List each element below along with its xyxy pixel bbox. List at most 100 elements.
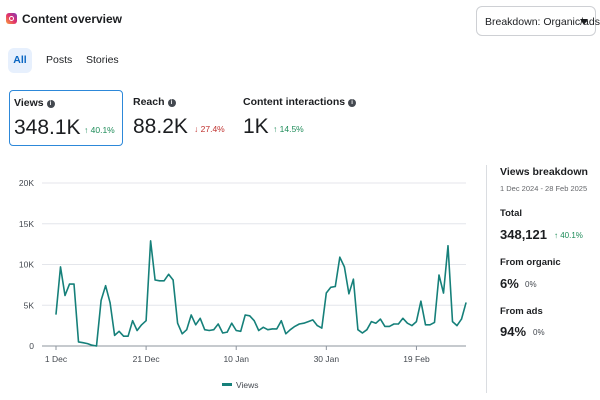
data-point	[181, 333, 183, 335]
info-icon[interactable]: i	[348, 99, 357, 107]
data-point	[303, 322, 305, 324]
data-point	[118, 330, 120, 332]
data-point	[141, 324, 143, 326]
data-point	[199, 317, 201, 319]
data-point	[298, 323, 300, 325]
data-point	[348, 293, 350, 295]
header: Content overview Breakdown: Organic/ads	[0, 0, 600, 42]
data-point	[154, 279, 156, 281]
data-point	[361, 332, 363, 334]
metric-value: 348.1K	[14, 116, 81, 139]
breakdown-dropdown[interactable]: Breakdown: Organic/ads	[476, 6, 600, 36]
metric-change: ↓ 27.4%	[194, 124, 225, 134]
tab-stories[interactable]: Stories	[86, 54, 119, 66]
x-tick-label: 19 Feb	[403, 354, 430, 364]
data-point	[357, 329, 359, 331]
data-point	[113, 334, 116, 337]
data-point	[429, 324, 431, 326]
data-point	[267, 329, 269, 331]
data-point	[451, 320, 454, 323]
tab-all[interactable]: All	[8, 48, 32, 73]
data-point	[424, 324, 427, 326]
data-point	[86, 342, 89, 345]
chart-legend[interactable]: Views	[222, 380, 259, 390]
data-point	[280, 320, 282, 322]
y-tick-label: 0	[29, 341, 34, 351]
organic-change: 0%	[525, 280, 537, 289]
data-point	[384, 325, 386, 328]
data-point	[136, 329, 138, 332]
chevron-down-icon	[580, 19, 588, 25]
data-point	[289, 329, 291, 331]
data-point	[456, 325, 458, 327]
data-point	[420, 300, 422, 302]
data-point	[82, 342, 84, 344]
metric-card-reach[interactable]: Reach i 88.2K ↓ 27.4%	[129, 90, 239, 146]
data-point	[59, 266, 62, 268]
legend-label: Views	[236, 380, 259, 390]
data-point	[447, 245, 449, 247]
data-point	[411, 325, 413, 327]
views-series-line	[55, 240, 467, 347]
data-point	[249, 315, 251, 317]
x-tick-label: 1 Dec	[45, 354, 68, 364]
y-tick-label: 15K	[19, 219, 34, 229]
metric-value: 88.2K	[133, 115, 188, 138]
metric-change-value: 27.4%	[200, 124, 225, 134]
data-point	[190, 314, 192, 316]
data-point	[186, 329, 188, 331]
ads-value: 94%	[500, 324, 527, 339]
metric-change-value: 40.1%	[90, 125, 115, 135]
data-point	[258, 329, 260, 332]
data-point	[100, 299, 102, 301]
data-point	[379, 318, 381, 320]
metric-title: Reach i	[133, 96, 176, 108]
data-point	[177, 322, 179, 324]
data-point	[375, 322, 377, 324]
data-point	[77, 341, 80, 343]
data-point	[64, 294, 66, 297]
data-point	[330, 286, 332, 288]
tab-posts[interactable]: Posts	[46, 54, 73, 66]
data-point	[68, 283, 71, 285]
breakdown-title: Views breakdown	[500, 166, 588, 178]
views-chart: 0 5K 10K 15K 20K 1 Dec 21 Dec 10 Jan 30 Jan 19 Fe…	[0, 168, 480, 400]
data-point	[131, 320, 134, 322]
data-point	[235, 329, 237, 332]
metric-title-text: Content interactions	[243, 96, 346, 108]
data-point	[465, 302, 467, 304]
data-point	[91, 344, 93, 346]
data-point	[104, 285, 107, 287]
data-point	[397, 323, 400, 325]
x-tick-label: 30 Jan	[314, 354, 340, 364]
data-point	[172, 279, 174, 281]
data-point	[240, 330, 242, 332]
metric-change: ↑ 14.5%	[273, 124, 304, 134]
data-point	[388, 325, 391, 328]
data-point	[433, 321, 436, 323]
instagram-icon	[6, 13, 17, 24]
data-point	[204, 329, 206, 331]
data-point	[438, 274, 440, 276]
info-icon[interactable]: i	[46, 100, 55, 108]
info-icon[interactable]: i	[167, 99, 176, 107]
data-point	[145, 320, 147, 322]
data-point	[312, 319, 314, 321]
total-change-value: 40.1%	[560, 231, 583, 240]
data-point	[343, 266, 345, 268]
metric-title-text: Reach	[133, 96, 165, 108]
data-point	[109, 302, 111, 304]
metric-change-value: 14.5%	[279, 124, 304, 134]
metric-title: Views i	[14, 97, 55, 109]
metric-title-text: Views	[14, 97, 44, 109]
metric-card-content-interactions[interactable]: Content interactions i 1K ↑ 14.5%	[239, 90, 379, 146]
organic-value: 6%	[500, 276, 519, 291]
data-point	[460, 318, 463, 320]
organic-label: From organic	[500, 257, 561, 268]
data-point	[285, 333, 287, 335]
page-title: Content overview	[22, 12, 123, 26]
data-point	[127, 335, 129, 337]
x-tick-label: 10 Jan	[223, 354, 249, 364]
data-point	[262, 326, 264, 328]
metric-card-views[interactable]: Views i 348.1K ↑ 40.1%	[9, 90, 123, 146]
